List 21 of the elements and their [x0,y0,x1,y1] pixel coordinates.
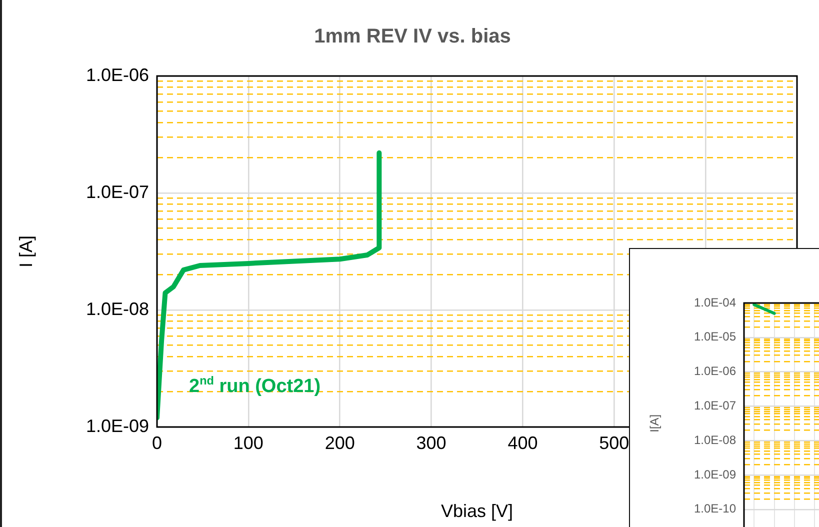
x-tick-label: 200 [324,432,355,453]
x-axis-title: Vbias [V] [440,501,514,522]
y-tick-label: 1.0E-06 [694,364,736,378]
y-tick-label: 1.0E-07 [86,182,149,202]
y-tick-label: 1.0E-10 [694,502,736,516]
x-tick-label: 400 [508,432,538,453]
y-tick-label: 1.0E-08 [86,298,149,319]
x-tick-label: 300 [416,432,446,453]
y-axis-title: I [A] [16,235,36,268]
y-axis-title: I[A] [648,414,662,432]
x-tick-label: 100 [233,432,264,453]
y-tick-label: 1.0E-05 [694,330,736,344]
y-tick-label: 1.0E-09 [86,416,149,436]
y-tick-label: 1.0E-09 [694,467,736,482]
y-tick-label: 1.0E-08 [694,432,736,447]
x-tick-label: 500 [599,432,630,453]
x-tick-label: 0 [152,432,162,453]
chart-title: 1mm REV IV vs. bias [314,26,511,48]
y-tick-label: 1.0E-07 [694,398,736,413]
y-tick-label: 1.0E-06 [86,64,149,85]
y-tick-label: 1.0E-04 [694,295,736,310]
